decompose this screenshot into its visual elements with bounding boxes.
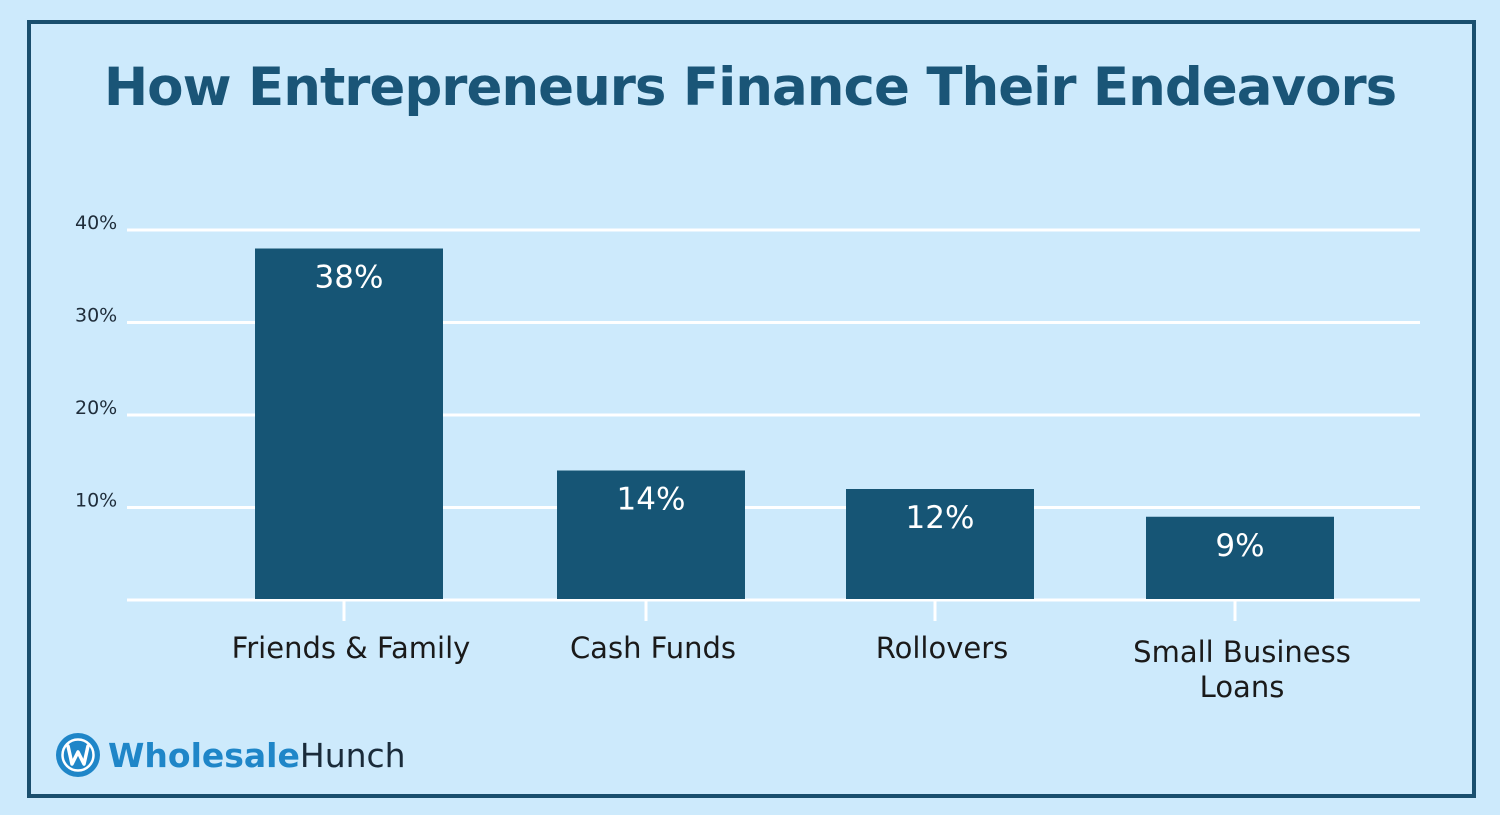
w-logo-icon (56, 733, 100, 777)
brand-name: WholesaleHunch (108, 736, 406, 775)
bar (846, 489, 1034, 599)
bar (557, 470, 745, 599)
data-label: 38% (315, 260, 384, 296)
brand-name-part1: Wholesale (108, 736, 300, 775)
y-tick-label: 10% (75, 490, 117, 512)
bar (1146, 516, 1334, 599)
x-tick-label: Small Business (1133, 635, 1351, 669)
x-axis: Friends & Family Cash Funds Rollovers Small… (232, 600, 1351, 704)
x-tick-label: Cash Funds (570, 631, 736, 665)
x-tick-label: Loans (1200, 670, 1285, 704)
chart-frame (27, 20, 1476, 798)
data-label: 14% (617, 482, 686, 518)
chart-title: How Entrepreneurs Finance Their Endeavor… (104, 57, 1396, 118)
data-label: 9% (1215, 528, 1264, 564)
y-tick-label: 30% (75, 305, 117, 327)
bars: 38% 14% 12% 9% (255, 248, 1334, 599)
x-tick-label: Rollovers (876, 631, 1008, 665)
data-label: 12% (906, 500, 975, 536)
bar (255, 248, 443, 599)
brand-logo: WholesaleHunch (56, 733, 406, 777)
x-tick-label: Friends & Family (232, 631, 471, 665)
brand-name-part2: Hunch (300, 736, 406, 775)
y-tick-label: 40% (75, 212, 117, 234)
y-tick-label: 20% (75, 397, 117, 419)
